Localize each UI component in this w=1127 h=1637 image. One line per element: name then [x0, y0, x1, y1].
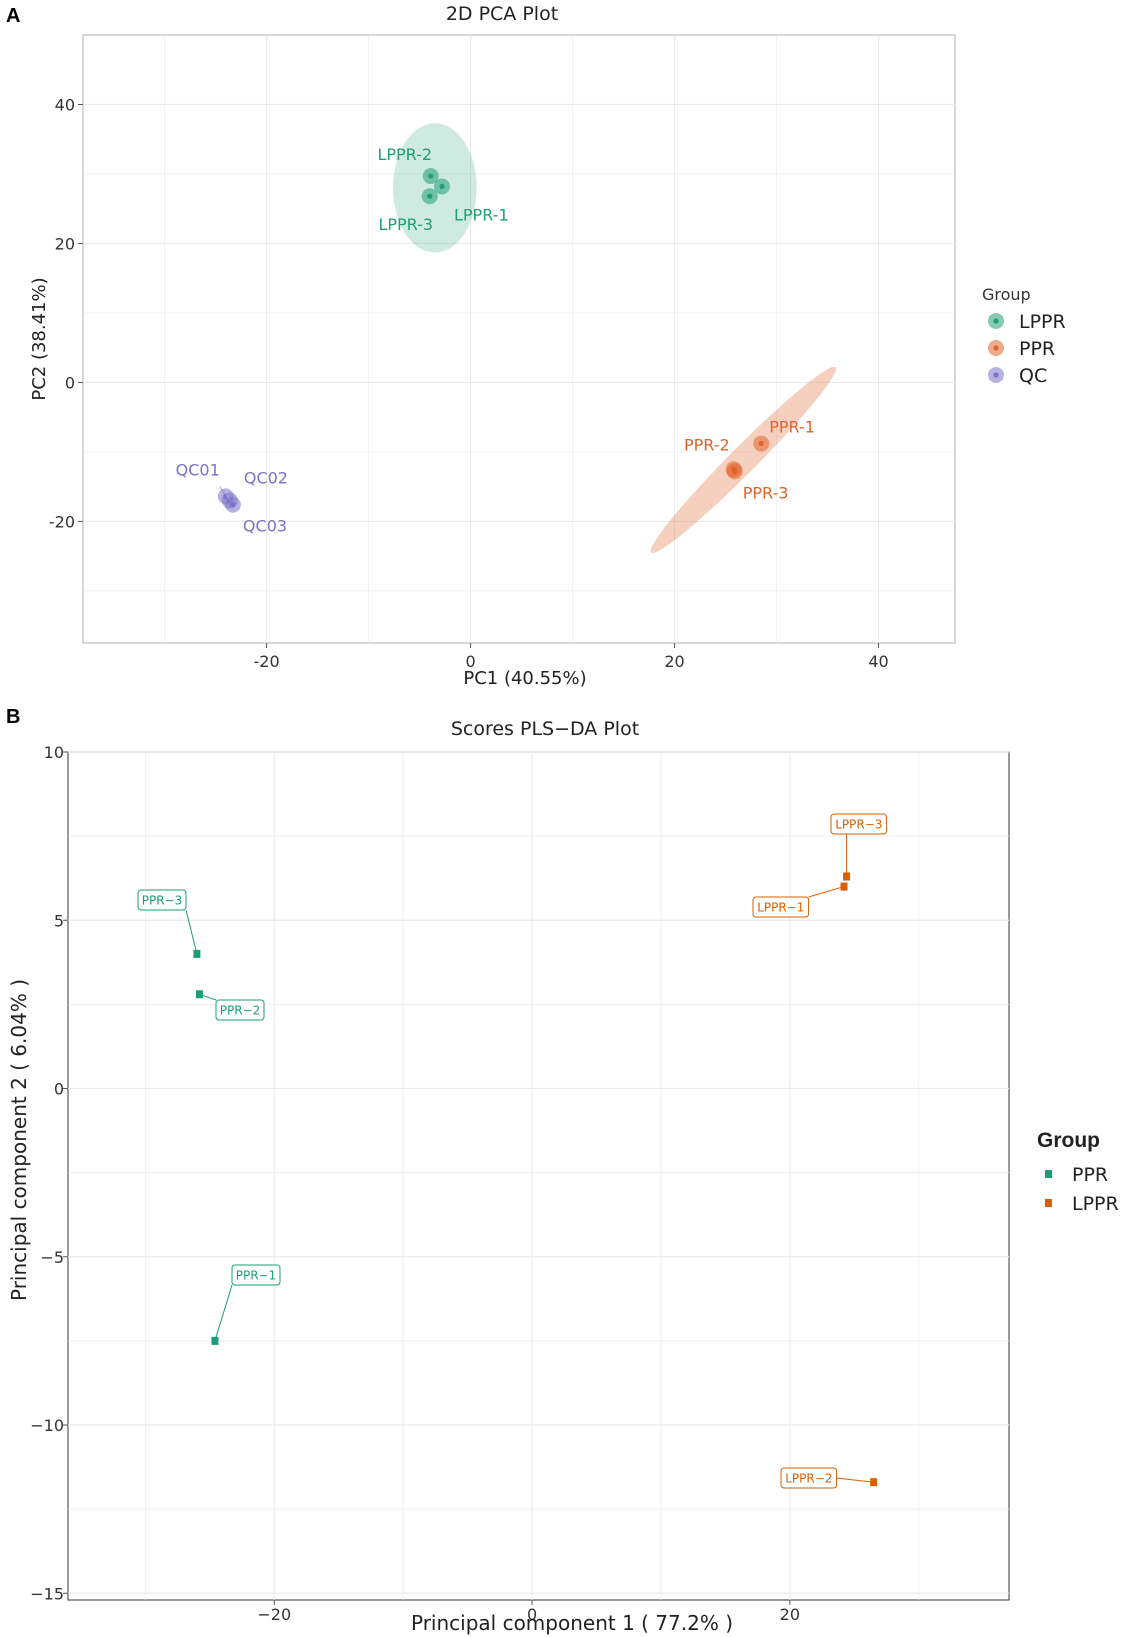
- pca-legend-items: LPPR PPR QC: [988, 311, 1066, 387]
- pls-y-tick-label: −5: [40, 1248, 64, 1267]
- pca-point-label: QC01: [176, 460, 220, 479]
- pls-label-connector: [808, 886, 845, 898]
- pca-grid: [83, 35, 955, 643]
- pls-x-tick-label: 0: [527, 1605, 537, 1624]
- pls-point-label: LPPR−1: [757, 901, 804, 915]
- pls-point-label: LPPR−3: [835, 818, 882, 832]
- pca-y-tick-label: -20: [49, 512, 75, 531]
- pca-x-tick-label: 0: [465, 652, 475, 671]
- pls-point: [870, 1478, 878, 1487]
- pls-point: [840, 882, 848, 891]
- pls-label-box: [752, 896, 810, 918]
- pls-label-box: [780, 1467, 838, 1489]
- pls-point-label: PPR−1: [236, 1269, 277, 1283]
- pls-legend: Group PPR LPPR: [1037, 1129, 1119, 1215]
- pls-grid: [68, 751, 1009, 1600]
- pls-y-tick-label: 0: [54, 1080, 64, 1099]
- pca-point: [732, 468, 738, 474]
- pca-point-label: PPR-3: [743, 483, 789, 502]
- pca-legend: Group LPPR PPR QC: [982, 285, 1066, 387]
- pls-point: [195, 990, 203, 999]
- pls-point: [843, 872, 851, 881]
- panel-a-letter: A: [6, 5, 20, 27]
- pls-title: Scores PLS−DA Plot: [451, 718, 639, 740]
- pls-label-box: [215, 999, 265, 1021]
- pls-point: [211, 1336, 219, 1345]
- pls-x-tick-label: 20: [780, 1605, 800, 1624]
- pls-label-connector: [214, 1284, 233, 1342]
- pca-point-label: QC02: [244, 469, 288, 488]
- pls-y-tick-label: 10: [44, 743, 64, 762]
- pca-y-ticks: -20 0 20 40: [49, 95, 83, 531]
- pls-legend-items: PPR LPPR: [1045, 1164, 1119, 1215]
- pls-point: [193, 949, 201, 958]
- pls-plot-frame: [67, 751, 1010, 1601]
- pca-legend-title: Group: [982, 285, 1031, 304]
- pca-point-label: QC03: [243, 517, 287, 536]
- pca-title: 2D PCA Plot: [446, 3, 558, 25]
- pls-point-label: PPR−2: [220, 1004, 261, 1018]
- pls-x-ticks: −20 0 20: [257, 1600, 800, 1624]
- pls-label-connector: [836, 1477, 874, 1483]
- pca-x-tick-label: -20: [254, 652, 280, 671]
- pca-legend-key-dot: [993, 318, 999, 324]
- pca-point: [439, 183, 445, 190]
- pca-point-label: PPR-1: [769, 418, 815, 437]
- pca-legend-label: QC: [1019, 365, 1047, 387]
- pca-legend-label: PPR: [1019, 338, 1055, 360]
- pls-point-label: PPR−3: [142, 894, 183, 908]
- pls-legend-key: [1045, 1199, 1052, 1207]
- pca-point: [428, 173, 434, 179]
- pls-legend-label: LPPR: [1072, 1193, 1119, 1215]
- pls-y-tick-label: −15: [30, 1584, 64, 1603]
- pca-x-tick-label: 20: [664, 652, 684, 671]
- pls-label-box: [830, 813, 888, 835]
- pls-x-tick-label: −20: [257, 1605, 291, 1624]
- pca-plot-frame: [82, 34, 956, 644]
- pca-y-axis-label: PC2 (38.41%): [29, 277, 50, 400]
- pca-point-label: LPPR-1: [454, 205, 509, 224]
- pca-legend-label: LPPR: [1019, 311, 1066, 333]
- pls-label-box: [137, 889, 187, 911]
- pls-y-tick-label: −10: [30, 1416, 64, 1435]
- pls-label-box: [231, 1264, 281, 1286]
- pca-x-ticks: -20 0 20 40: [254, 643, 889, 671]
- pls-y-ticks: 10 5 0 −5 −10 −15: [30, 743, 68, 1603]
- pca-legend-key-dot: [993, 372, 999, 378]
- pca-point-label: LPPR-2: [377, 145, 432, 164]
- pca-point: [427, 193, 433, 199]
- pls-point-label: LPPR−2: [785, 1472, 832, 1486]
- pls-y-axis-label: Principal component 2 ( 6.04% ): [7, 979, 31, 1301]
- pca-point: [230, 502, 236, 508]
- pca-y-tick-label: 40: [55, 95, 75, 114]
- pls-legend-label: PPR: [1072, 1164, 1108, 1186]
- pca-x-tick-label: 40: [868, 652, 888, 671]
- pls-label-connector: [185, 909, 198, 955]
- pca-point: [758, 440, 764, 447]
- pls-legend-title: Group: [1037, 1129, 1100, 1152]
- pca-y-tick-label: 0: [65, 373, 75, 392]
- pca-points: LPPR-1 LPPR-2 LPPR-3 PPR-1 PPR-2 PPR-3 QC01 QC0…: [176, 145, 815, 536]
- pca-point-label: LPPR-3: [378, 215, 433, 234]
- pls-x-axis-label: Principal component 1 ( 77.2% ): [411, 1611, 733, 1635]
- pca-ellipse-ppr: [650, 366, 837, 554]
- pca-y-tick-label: 20: [55, 234, 75, 253]
- pca-point-label: PPR-2: [684, 435, 730, 454]
- pls-points: PPR−1 PPR−2 PPR−3 LPPR−1 LPPR−2 LPPR−3: [137, 813, 888, 1489]
- panel-b-letter: B: [6, 706, 20, 728]
- pls-y-tick-label: 5: [54, 911, 64, 930]
- pls-legend-key: [1045, 1170, 1052, 1178]
- pca-x-axis-label: PC1 (40.55%): [463, 668, 586, 689]
- pca-legend-key-dot: [993, 345, 999, 351]
